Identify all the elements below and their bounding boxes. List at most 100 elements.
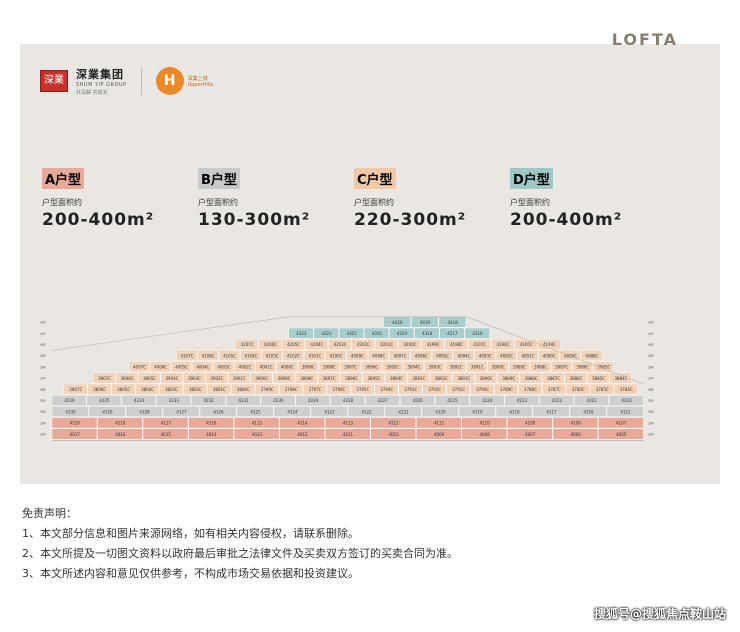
unit-number-label: 3801C	[213, 387, 226, 392]
unit-cell-c	[93, 372, 116, 384]
unit-number-label: 4323	[296, 331, 307, 336]
unit-number-label: 3887C	[547, 376, 560, 381]
unit-number-label: 3798C	[285, 387, 298, 392]
unit-cell-d	[464, 327, 490, 339]
unit-number-label: 3906C	[121, 376, 134, 381]
unit-number-label: 4223	[517, 398, 528, 403]
unit-number-label: 3999C	[302, 365, 315, 370]
unit-number-label: 3898C	[300, 376, 313, 381]
unit-cell-c	[159, 383, 184, 395]
unit-cell-b	[273, 406, 311, 418]
level-label: 33F	[648, 421, 654, 425]
unit-number-label: 3789C	[500, 387, 513, 392]
unit-cell-a	[142, 417, 189, 429]
level-label: 39F	[648, 354, 654, 358]
unit-cell-c	[231, 383, 255, 395]
unit-cell-c	[205, 372, 228, 384]
unit-cell-a	[51, 428, 98, 440]
unit-cell-b	[86, 394, 122, 406]
level-label: 35F	[648, 399, 654, 403]
unit-number-label: 3985C	[597, 365, 610, 370]
unit-number-label: 4101C	[308, 353, 321, 358]
unit-cell-c	[550, 361, 572, 373]
unit-cell-c	[115, 372, 138, 384]
level-label: 38F	[648, 365, 654, 369]
unit-cell-c	[542, 372, 565, 384]
unit-cell-c	[170, 361, 192, 373]
unit-cell-a	[370, 428, 416, 440]
unit-number-label: 3804C	[141, 387, 154, 392]
unit-number-label: 3895C	[368, 376, 381, 381]
unit-number-label: 4232	[204, 398, 215, 403]
unit-cell-c	[303, 350, 326, 362]
unit-cell-b	[51, 394, 87, 406]
unit-cell-b	[156, 394, 191, 406]
unit-number-label: 4098C	[372, 353, 385, 358]
unit-number-label: 3787C	[548, 387, 561, 392]
unit-cell-c	[474, 350, 496, 362]
brand-header: 深業 深業集团 SHUM YIP GROUP 共深耕 共成长 H 深業上城 Up…	[40, 66, 213, 96]
area-label: 户型面积约	[510, 198, 550, 207]
level-label: 32F	[648, 433, 654, 437]
area-value: 220-300m²	[354, 210, 467, 230]
unit-number-label: 3794C	[380, 387, 393, 392]
unit-number-label: 3900C	[255, 376, 268, 381]
unit-cell-b	[400, 394, 435, 406]
unit-number-label: 4119	[70, 421, 81, 426]
unit-number-label: 4094C	[458, 353, 471, 358]
unit-cell-c	[491, 339, 515, 350]
unit-cell-b	[606, 406, 644, 418]
unit-cell-a	[279, 428, 325, 440]
unit-cell-d	[288, 327, 314, 339]
unit-number-label: 4004C	[196, 365, 209, 370]
unit-cell-c	[431, 350, 453, 362]
unit-number-label: 4003C	[217, 365, 230, 370]
area-label: 户型面积约	[198, 198, 238, 207]
unit-number-label: 4007	[525, 432, 536, 437]
unit-cell-c	[571, 361, 593, 373]
unit-cell-a	[142, 428, 189, 440]
unit-number-label: 4123	[324, 409, 335, 414]
unit-number-label: 3986C	[576, 365, 589, 370]
unit-cell-c	[183, 372, 206, 384]
shumyip-wordmark: 深業集团 SHUM YIP GROUP 共深耕 共成长	[76, 66, 127, 96]
unit-number-label: 4130	[65, 409, 76, 414]
unit-number-label: 4322	[321, 331, 332, 336]
unit-number-label: 3994C	[407, 365, 420, 370]
unit-cell-d	[364, 327, 390, 339]
unit-cell-a	[188, 417, 234, 429]
unit-number-label: 4092C	[500, 353, 513, 358]
unit-cell-b	[384, 406, 422, 418]
unit-number-label: 3902C	[210, 376, 223, 381]
unit-number-label: 3992C	[450, 365, 463, 370]
unit-cell-a	[188, 428, 234, 440]
lofta-logo: LOFTA	[611, 30, 678, 49]
disclaimer: 免责声明： 1、本文部分信息和图片来源网络，如有相关内容侵权，请联系删除。 2、…	[22, 504, 458, 584]
unit-number-label: 4108	[571, 421, 582, 426]
unit-cell-c	[590, 383, 614, 395]
unit-number-label: 4225	[447, 398, 458, 403]
watermark: 搜狐号@搜狐焦点鞍山站	[593, 607, 726, 621]
unit-cell-a	[233, 428, 280, 440]
unit-number-label: 3991C	[471, 365, 484, 370]
unit-number-label: 3988C	[534, 365, 547, 370]
unit-cell-b	[199, 406, 237, 418]
unit-cell-c	[207, 383, 231, 395]
unit-cell-c	[351, 339, 375, 350]
unit-cell-c	[111, 383, 136, 395]
unit-cell-a	[552, 428, 599, 440]
unit-cell-b	[532, 406, 570, 418]
unit-cell-c	[255, 383, 279, 395]
unit-cell-c	[559, 350, 581, 362]
unit-cell-a	[233, 417, 280, 429]
unit-cell-c	[346, 350, 368, 362]
unit-cell-a	[416, 428, 462, 440]
unit-cell-c	[494, 383, 519, 395]
unit-number-label: 4005C	[175, 365, 188, 370]
unit-number-label: 4125	[250, 409, 261, 414]
unit-cell-d	[414, 327, 440, 339]
unit-number-label: 4118	[509, 409, 520, 414]
unit-number-label: 3889C	[502, 376, 515, 381]
unit-cell-c	[529, 361, 551, 373]
unit-number-label: 4203C	[334, 342, 347, 347]
